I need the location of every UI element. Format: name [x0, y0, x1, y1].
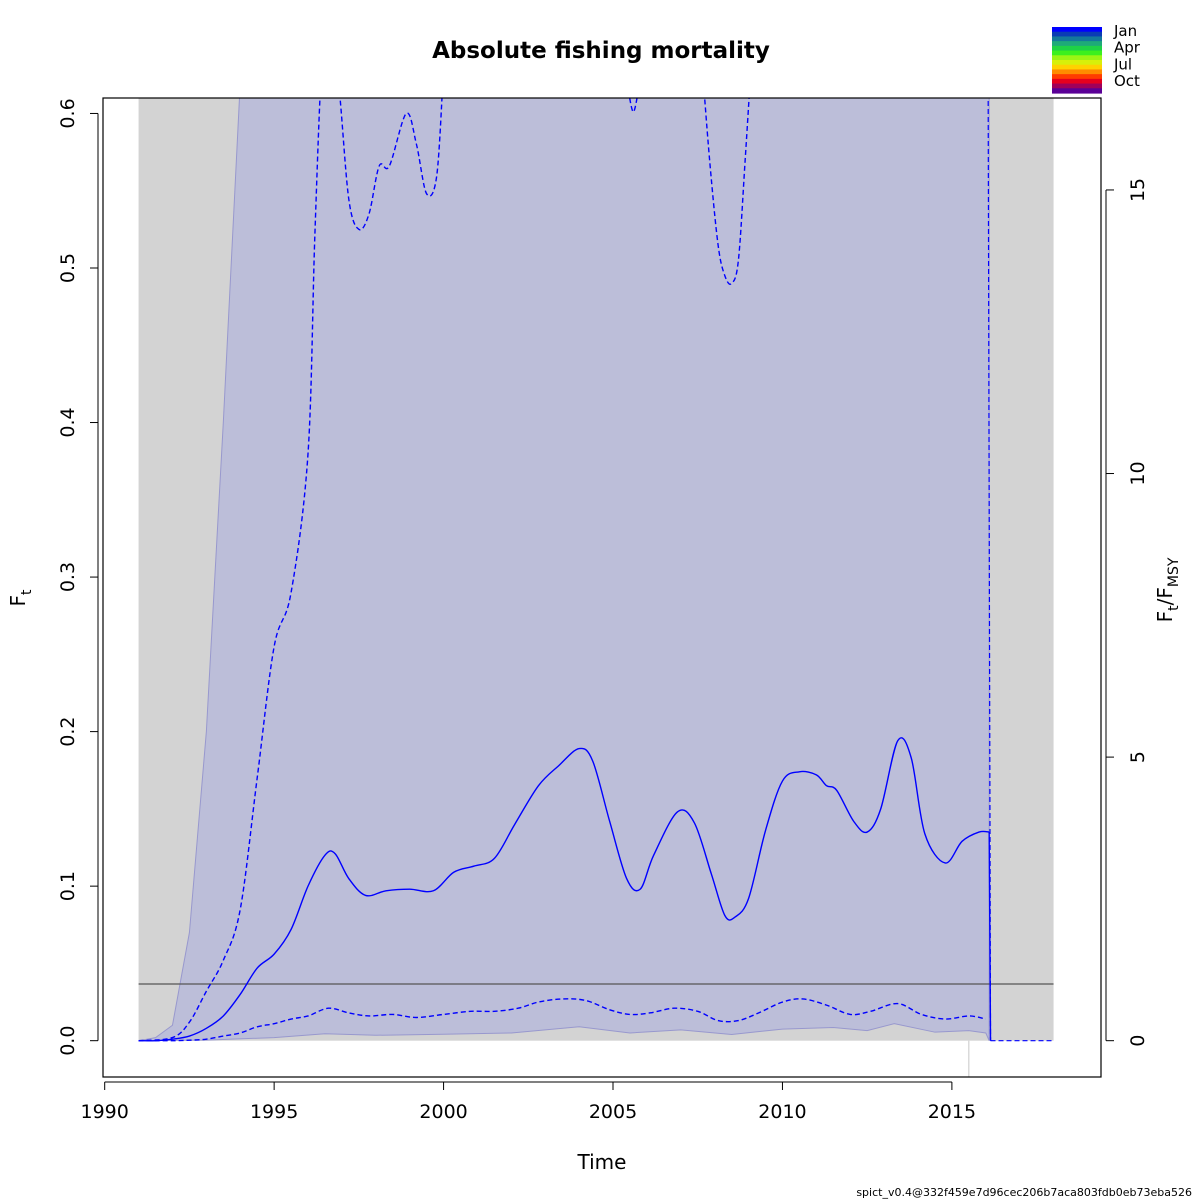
- legend-swatch-3: [1052, 36, 1102, 42]
- plot-area: [138, 98, 1054, 1077]
- y2-tick-label-2: 5: [1127, 751, 1149, 763]
- y-tick-label-4: 0.3: [57, 562, 79, 592]
- chart-title: Absolute fishing mortality: [432, 38, 770, 64]
- legend-swatch-14: [1052, 88, 1102, 94]
- y-tick-label-7: 0.6: [57, 98, 79, 128]
- legend-swatch-2: [1052, 31, 1102, 38]
- x-tick-label-6: 2015: [928, 1101, 976, 1123]
- y2-tick-label-3: 10: [1127, 461, 1149, 485]
- y-axis-label-subscript: t: [19, 589, 35, 595]
- legend-swatch-12: [1052, 78, 1102, 85]
- y-axis-right: 0 5 10 15: [1105, 178, 1149, 1047]
- legend-label-jul: Jul: [1113, 55, 1132, 73]
- y2-tick-label-4: 15: [1127, 178, 1149, 202]
- y2-axis-label-main: F: [1153, 611, 1177, 623]
- legend-swatch-9: [1052, 64, 1102, 71]
- footer-version: spict_v0.4@332f459e7d96cec206b7aca803fdb…: [856, 1186, 1192, 1199]
- legend-swatch-13: [1052, 83, 1102, 89]
- y-tick-label-5: 0.4: [57, 407, 79, 437]
- y2-axis-label-slash: /F: [1153, 587, 1177, 605]
- plot-frame: [102, 97, 1102, 1078]
- legend-swatch-11: [1052, 74, 1102, 80]
- x-axis: 1990 1995 2000 2005 2010 2015: [81, 1081, 976, 1123]
- y-axis-label: Ft: [6, 589, 35, 607]
- outer-confidence-band: [138, 98, 990, 1042]
- series-line-2: [138, 98, 443, 1042]
- series-line-4: [703, 98, 750, 285]
- y-tick-label-2: 0.1: [57, 871, 79, 901]
- legend-swatch-7: [1052, 55, 1102, 61]
- y-tick-label-1: 0.0: [57, 1026, 79, 1056]
- y2-axis-label: Ft/FMSY: [1153, 557, 1182, 622]
- legend-swatch-10: [1052, 69, 1102, 75]
- grey-band-2: [989, 98, 1054, 1041]
- series-layer: [138, 98, 1054, 1042]
- band-layer: [138, 98, 1054, 1042]
- legend-swatch-4: [1052, 41, 1102, 47]
- x-tick-label-2: 1995: [250, 1101, 298, 1123]
- legend-swatch-5: [1052, 45, 1102, 52]
- legend-swatch-1: [1052, 27, 1102, 33]
- x-tick-label-1: 1990: [81, 1101, 129, 1123]
- legend-label-apr: Apr: [1114, 39, 1141, 57]
- series-line-1: [138, 737, 990, 1042]
- y-tick-label-3: 0.2: [57, 716, 79, 746]
- y2-axis-label-sub-t: t: [1166, 605, 1182, 611]
- x-tick-label-5: 2010: [758, 1101, 806, 1123]
- y-tick-label-6: 0.5: [57, 253, 79, 283]
- y-axis-left: 0.0 0.1 0.2 0.3 0.4 0.5 0.6: [57, 98, 99, 1056]
- reference-layer: [138, 983, 1054, 1077]
- upper-ci-drop-line: [987, 98, 992, 1041]
- y2-axis-label-sub-msy: MSY: [1166, 557, 1182, 587]
- x-tick-label-3: 2000: [419, 1101, 467, 1123]
- x-axis-label: Time: [577, 1150, 627, 1174]
- x-tick-label-4: 2005: [589, 1101, 637, 1123]
- y2-tick-label-1: 0: [1127, 1035, 1149, 1047]
- legend-label-jan: Jan: [1113, 22, 1137, 40]
- legend-swatch-8: [1052, 60, 1102, 66]
- y-axis-label-main: F: [6, 595, 30, 607]
- legend-swatch-6: [1052, 50, 1102, 56]
- series-line-5: [138, 998, 986, 1042]
- legend-label-oct: Oct: [1114, 72, 1140, 90]
